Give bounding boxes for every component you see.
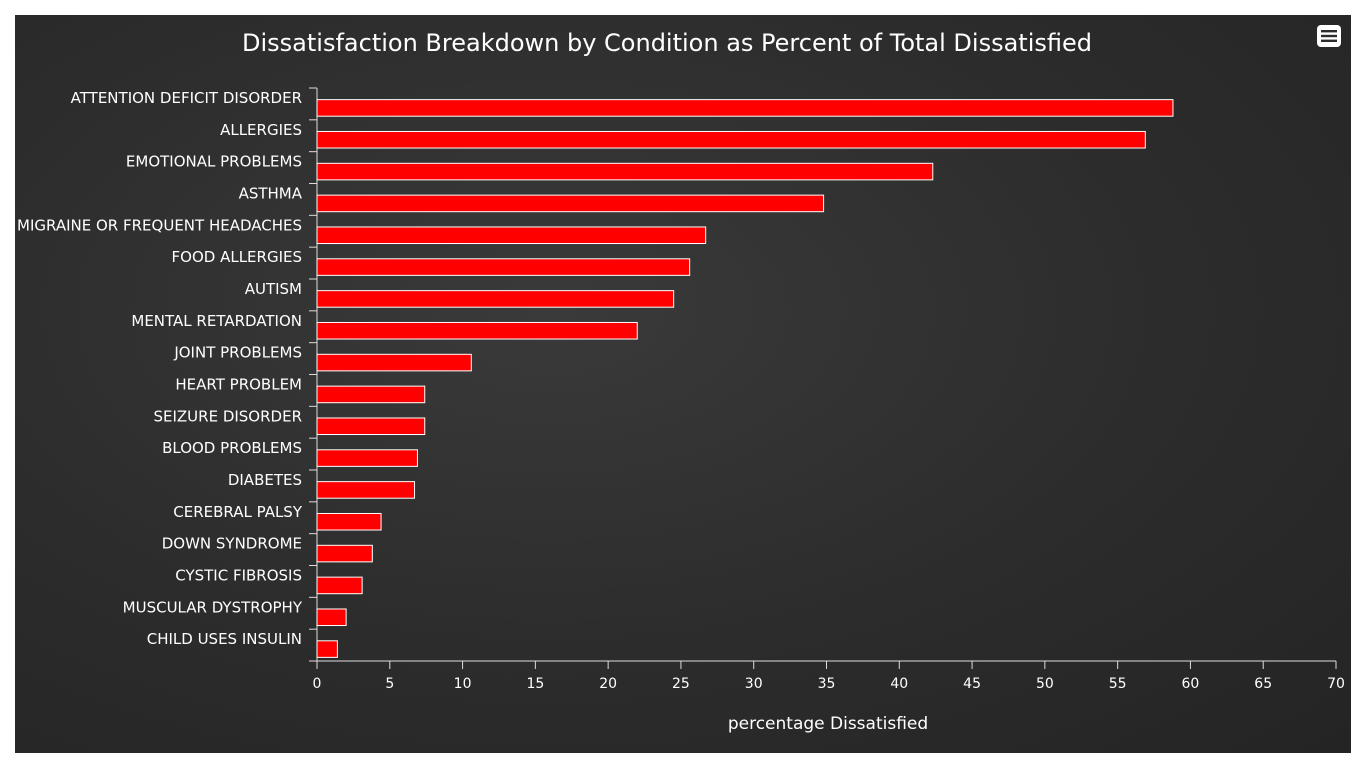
y-tick-label: AUTISM bbox=[245, 280, 302, 298]
bar[interactable] bbox=[316, 576, 363, 595]
y-tick-label: EMOTIONAL PROBLEMS bbox=[126, 153, 302, 171]
bar[interactable] bbox=[316, 194, 825, 213]
bar[interactable] bbox=[316, 130, 1146, 149]
y-tick-label: BLOOD PROBLEMS bbox=[162, 439, 302, 457]
y-tick-label: DIABETES bbox=[228, 471, 302, 489]
y-tick-label: ALLERGIES bbox=[220, 121, 302, 139]
x-tick-label: 5 bbox=[385, 676, 394, 692]
y-tick-label: CHILD USES INSULIN bbox=[147, 630, 302, 648]
x-tick-label: 50 bbox=[1036, 676, 1054, 692]
y-tick-label: HEART PROBLEM bbox=[175, 375, 302, 393]
x-tick-label: 30 bbox=[745, 676, 763, 692]
hamburger-menu-icon bbox=[1317, 25, 1341, 47]
bar[interactable] bbox=[316, 640, 338, 658]
bar[interactable] bbox=[316, 321, 638, 340]
bar[interactable] bbox=[316, 449, 418, 467]
bar[interactable] bbox=[316, 226, 707, 245]
x-tick-label: 25 bbox=[672, 676, 690, 692]
chart-menu-button[interactable] bbox=[1316, 24, 1342, 48]
x-axis-label: percentage Dissatisfied bbox=[728, 714, 928, 734]
x-tick-label: 20 bbox=[599, 676, 617, 692]
y-tick-label: DOWN SYNDROME bbox=[162, 535, 302, 553]
bar[interactable] bbox=[316, 512, 382, 531]
x-tick-label: 55 bbox=[1109, 676, 1127, 692]
y-tick-label: MENTAL RETARDATION bbox=[131, 312, 302, 330]
bar[interactable] bbox=[316, 99, 1174, 117]
bar-chart: Dissatisfaction Breakdown by Condition a… bbox=[17, 29, 1345, 734]
bar[interactable] bbox=[316, 290, 675, 308]
x-tick-label: 60 bbox=[1182, 676, 1200, 692]
y-tick-label: SEIZURE DISORDER bbox=[153, 407, 302, 425]
y-tick-label: MUSCULAR DYSTROPHY bbox=[123, 598, 303, 616]
y-tick-label: JOINT PROBLEMS bbox=[173, 344, 302, 362]
x-tick-label: 70 bbox=[1327, 676, 1345, 692]
y-tick-label: CEREBRAL PALSY bbox=[173, 503, 303, 521]
bar[interactable] bbox=[316, 544, 373, 563]
chart-title: Dissatisfaction Breakdown by Condition a… bbox=[242, 29, 1092, 57]
chart-panel: Dissatisfaction Breakdown by Condition a… bbox=[15, 15, 1351, 753]
x-tick-label: 0 bbox=[313, 676, 322, 692]
x-tick-label: 35 bbox=[818, 676, 836, 692]
y-tick-label: MIGRAINE OR FREQUENT HEADACHES bbox=[17, 216, 302, 234]
x-tick-label: 65 bbox=[1254, 676, 1272, 692]
x-tick-label: 40 bbox=[890, 676, 908, 692]
bar[interactable] bbox=[316, 417, 426, 436]
y-tick-label: CYSTIC FIBROSIS bbox=[175, 566, 302, 584]
y-tick-label: FOOD ALLERGIES bbox=[172, 248, 302, 266]
x-tick-label: 45 bbox=[963, 676, 981, 692]
bar[interactable] bbox=[316, 385, 426, 404]
y-tick-label: ASTHMA bbox=[239, 184, 303, 202]
y-tick-label: ATTENTION DEFICIT DISORDER bbox=[71, 89, 302, 107]
bar[interactable] bbox=[316, 481, 416, 499]
bar[interactable] bbox=[316, 353, 472, 372]
bar[interactable] bbox=[316, 162, 934, 181]
x-tick-label: 10 bbox=[454, 676, 472, 692]
plot-area: ATTENTION DEFICIT DISORDER ALLERGIES EMOTI… bbox=[17, 87, 1345, 692]
bar[interactable] bbox=[316, 608, 347, 627]
x-tick-label: 15 bbox=[526, 676, 544, 692]
bar[interactable] bbox=[316, 258, 691, 276]
